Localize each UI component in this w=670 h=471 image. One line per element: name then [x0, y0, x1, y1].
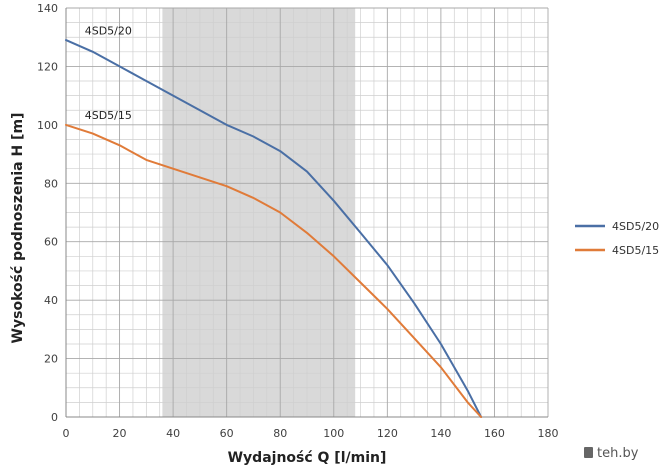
series-label: 4SD5/15	[85, 109, 132, 122]
y-tick-label: 40	[44, 294, 58, 307]
x-tick-label: 40	[166, 427, 180, 440]
axes	[65, 8, 548, 418]
x-tick-label: 0	[63, 427, 70, 440]
legend-label: 4SD5/15	[612, 244, 659, 257]
x-tick-label: 160	[484, 427, 505, 440]
x-tick-label: 120	[377, 427, 398, 440]
y-tick-label: 100	[37, 119, 58, 132]
y-tick-label: 60	[44, 236, 58, 249]
x-tick-label: 180	[538, 427, 559, 440]
y-tick-label: 120	[37, 60, 58, 73]
series-line-4sd5-20	[65, 39, 483, 418]
series-labels: 4SD5/20 4SD5/15	[85, 24, 132, 122]
y-axis-title: Wysokość podnoszenia H [m]	[10, 113, 26, 344]
legend-label: 4SD5/20	[612, 220, 659, 233]
watermark: teh.by	[584, 446, 639, 461]
plot-area: 4SD5/20 4SD5/15	[65, 7, 549, 418]
x-tick-labels: 0 20 40 60 80 100 120 140 160 180	[63, 427, 559, 440]
y-tick-label: 20	[44, 353, 58, 366]
minor-grid	[66, 8, 548, 417]
watermark-text: teh.by	[597, 446, 639, 461]
series-lines	[65, 39, 483, 418]
legend: 4SD5/20 4SD5/15	[575, 220, 659, 257]
x-tick-label: 60	[220, 427, 234, 440]
x-tick-label: 100	[323, 427, 344, 440]
watermark-logo-icon	[584, 447, 593, 458]
y-tick-label: 0	[51, 411, 58, 424]
x-tick-label: 80	[273, 427, 287, 440]
series-line-4sd5-15	[65, 123, 483, 418]
y-tick-labels: 0 20 40 60 80 100 120 140	[37, 2, 58, 424]
y-tick-label: 140	[37, 2, 58, 15]
x-tick-label: 20	[113, 427, 127, 440]
x-axis-title: Wydajność Q [l/min]	[228, 450, 387, 466]
y-tick-label: 80	[44, 177, 58, 190]
series-label: 4SD5/20	[85, 24, 132, 37]
x-tick-label: 140	[430, 427, 451, 440]
